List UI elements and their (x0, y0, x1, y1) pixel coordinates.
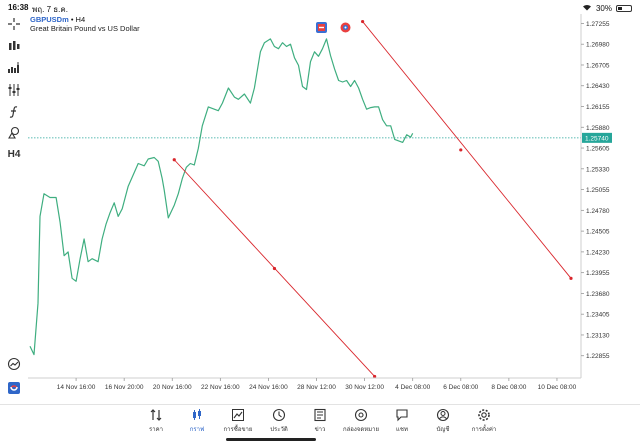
time-tick-label: 4 Dec 08:00 (395, 384, 430, 391)
status-indicators: 30% (582, 3, 632, 13)
time-tick-label: 6 Dec 08:00 (443, 384, 478, 391)
buy-button[interactable] (340, 20, 351, 33)
chart-title: GBPUSDm • H4 (30, 15, 85, 24)
timeframe-label: H4 (7, 148, 21, 160)
crosshair-icon[interactable] (5, 16, 23, 32)
price-series-line (29, 38, 414, 356)
nav-label: ประวัติ (270, 427, 288, 433)
mailbox-icon (339, 408, 383, 422)
battery-percent: 30% (595, 3, 612, 13)
nav-label: บัญชี (436, 427, 450, 433)
function-icon[interactable] (5, 104, 23, 120)
time-tick-label: 28 Nov 12:00 (297, 384, 336, 391)
symbol-name: GBPUSDm (30, 15, 69, 24)
timeframe-h4[interactable]: H4 (5, 146, 23, 162)
logo-icon[interactable] (5, 380, 23, 396)
price-tick-label: 1.24505 (586, 229, 610, 236)
price-tick-label: 1.23680 (586, 291, 610, 298)
shapes-icon[interactable] (5, 125, 23, 141)
price-chart[interactable]: 1.27255 1.26980 1.26705 1.26430 1.26155 1.258… (28, 14, 640, 406)
nav-item-chat[interactable]: แชท (380, 408, 424, 438)
nav-label: แชท (396, 427, 408, 433)
trend-line-anchor (373, 374, 377, 379)
current-price-label: 1.25740 (585, 135, 609, 142)
symbol-description: Great Britain Pound vs US Dollar (30, 24, 140, 33)
settings-sliders-icon[interactable] (5, 82, 23, 98)
time-tick-label: 14 Nov 16:00 (57, 384, 96, 391)
nav-label: กล่องจดหมาย (342, 427, 380, 433)
chart-lines (29, 19, 573, 379)
price-tick-label: 1.26980 (586, 42, 610, 49)
trend-line (362, 21, 572, 279)
price-tick-label: 1.23405 (586, 312, 610, 319)
price-tick-label: 1.23955 (586, 270, 610, 277)
status-date: พฤ. 7 ธ.ค. (32, 5, 68, 14)
nav-item-mailbox[interactable]: กล่องจดหมาย (339, 408, 383, 438)
nav-item-quotes[interactable]: ราคา (134, 408, 178, 438)
time-tick-label: 20 Nov 16:00 (153, 384, 192, 391)
trend-line-anchor (272, 266, 277, 271)
trend-line-anchor (172, 158, 176, 162)
price-tick-label: 1.26155 (586, 104, 610, 111)
nav-label: การตั้งค่า (471, 427, 497, 433)
wifi-icon (582, 3, 592, 13)
home-indicator (226, 438, 316, 441)
nav-item-history[interactable]: ประวัติ (257, 408, 301, 438)
status-bar: 16:38 พฤ. 7 ธ.ค. 30% (0, 0, 640, 14)
price-tick-label: 1.24780 (586, 208, 610, 215)
radar-icon[interactable] (5, 356, 23, 372)
nav-item-account[interactable]: บัญชี (421, 408, 465, 438)
chart-area[interactable]: 1.27255 1.26980 1.26705 1.26430 1.26155 1.258… (28, 14, 640, 406)
nav-label: ราคา (149, 427, 163, 433)
chart-axes: 1.27255 1.26980 1.26705 1.26430 1.26155 1.258… (28, 14, 612, 391)
price-tick-label: 1.27255 (586, 21, 610, 28)
time-tick-label: 22 Nov 16:00 (201, 384, 240, 391)
account-icon (421, 408, 465, 422)
price-tick-label: 1.25880 (586, 125, 610, 132)
nav-item-news[interactable]: ข่าว (298, 408, 342, 438)
price-tick-label: 1.26705 (586, 62, 610, 69)
indicators-icon[interactable] (5, 60, 23, 76)
chat-icon (380, 408, 424, 422)
price-tick-label: 1.24230 (586, 249, 610, 256)
nav-label: ข่าว (314, 427, 326, 433)
time-tick-label: 16 Nov 20:00 (105, 384, 144, 391)
chart-candles-icon (175, 408, 219, 422)
nav-label: การซื้อขาย (223, 427, 253, 433)
current-price-badge (582, 132, 612, 143)
quotes-icon (134, 408, 178, 422)
trend-line-anchor (569, 276, 573, 280)
news-icon (298, 408, 342, 422)
price-tick-label: 1.25055 (586, 187, 610, 194)
time-tick-label: 10 Dec 08:00 (538, 384, 577, 391)
time-tick-label: 30 Nov 12:00 (345, 384, 384, 391)
history-icon (257, 408, 301, 422)
time-tick-label: 8 Dec 08:00 (491, 384, 526, 391)
battery-icon (616, 4, 632, 12)
time-tick-label: 24 Nov 16:00 (249, 384, 288, 391)
price-tick-label: 1.25330 (586, 166, 610, 173)
settings-icon (462, 408, 506, 422)
left-toolbar: H4 (0, 14, 28, 404)
price-tick-label: 1.25605 (586, 146, 610, 153)
status-time: 16:38 (8, 3, 29, 12)
trade-icon (216, 408, 260, 422)
trend-line-anchor (361, 19, 365, 24)
chart-timeframe: • H4 (68, 15, 86, 24)
price-tick-label: 1.23130 (586, 332, 610, 339)
nav-item-settings[interactable]: การตั้งค่า (462, 408, 506, 438)
trend-line-anchor (459, 148, 463, 152)
price-tick-label: 1.26430 (586, 83, 610, 90)
sell-button[interactable] (316, 20, 327, 33)
price-tick-label: 1.22855 (586, 353, 610, 360)
nav-item-trade[interactable]: การซื้อขาย (216, 408, 260, 438)
bottom-navigation: ราคา กราฟ การซื้อขาย ประวัติ ข่าว กล่องจดหมาย… (0, 404, 640, 447)
nav-label: กราฟ (189, 427, 205, 433)
bar-type-icon[interactable] (5, 38, 23, 54)
nav-item-chart-candles[interactable]: กราฟ (175, 408, 219, 438)
